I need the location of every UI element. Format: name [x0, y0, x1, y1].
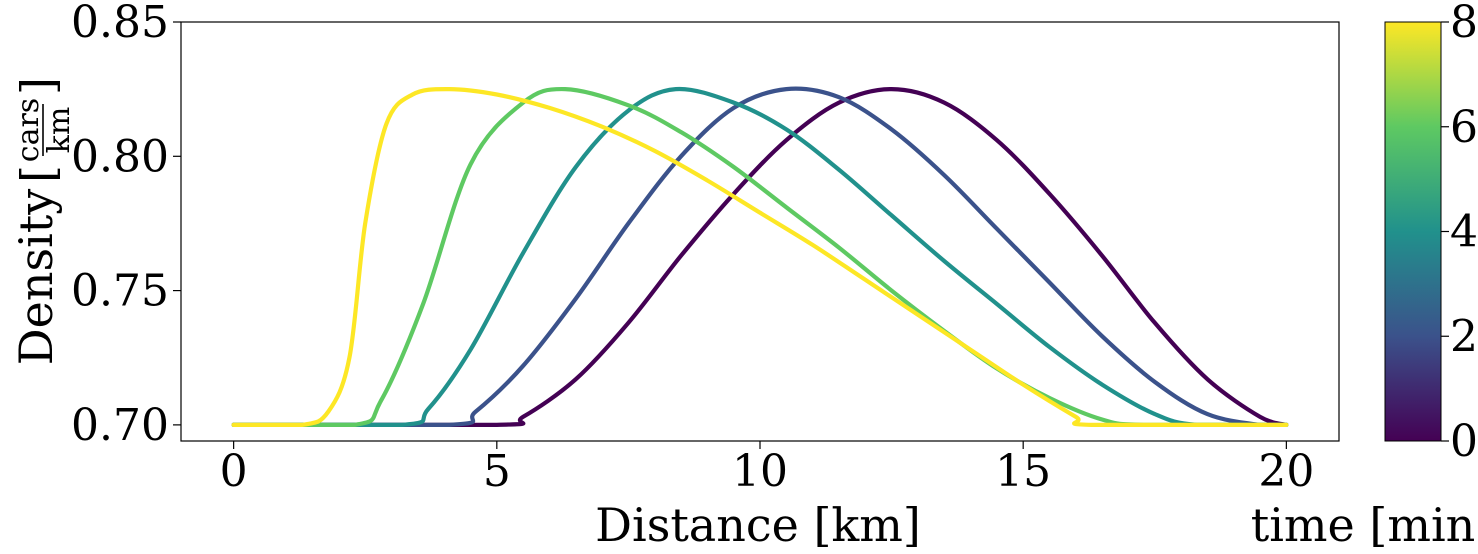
colorbar-tick-label: 4 [1450, 207, 1478, 258]
y-tick-label: 0.75 [71, 266, 169, 317]
x-tick-label: 0 [220, 446, 248, 497]
plot-frame [180, 21, 1340, 442]
series-line-2 [231, 86, 1289, 428]
y-tick-label: 0.70 [71, 400, 169, 451]
y-axis-label-bracket-close: ] [11, 77, 65, 95]
colorbar-tick-label: 0 [1450, 416, 1478, 467]
x-tick-label: 15 [995, 446, 1051, 497]
x-tick-label: 5 [483, 446, 511, 497]
y-ticks: 0.70 0.75 0.80 0.85 [71, 0, 181, 451]
series-line-8 [231, 86, 1289, 428]
y-tick-label: 0.80 [71, 131, 169, 182]
y-axis-label: Density [ cars km ] [9, 77, 77, 365]
y-axis-unit-denominator: km [42, 107, 77, 154]
series-line-6 [231, 86, 1289, 428]
series-line-4 [231, 86, 1289, 428]
series-line-0 [231, 87, 1289, 428]
y-tick-label: 0.85 [71, 0, 169, 48]
colorbar [1384, 21, 1442, 442]
colorbar-tick-label: 2 [1450, 311, 1478, 362]
colorbar-ticks: 0 2 4 6 8 [1441, 0, 1478, 467]
colorbar-tick-label: 8 [1450, 0, 1478, 48]
x-axis-label: Distance [km] [595, 498, 921, 552]
y-axis-label-bracket-open: [ [11, 165, 65, 183]
y-axis-unit-numerator: cars [11, 98, 46, 162]
y-axis-label-text: Density [9, 189, 63, 366]
x-tick-label: 10 [732, 446, 788, 497]
colorbar-label: time [min] [1251, 498, 1478, 552]
colorbar-tick-label: 6 [1450, 102, 1478, 153]
series-layer [231, 86, 1289, 428]
x-tick-label: 20 [1258, 446, 1314, 497]
x-ticks: 0 5 10 15 20 [220, 441, 1314, 497]
